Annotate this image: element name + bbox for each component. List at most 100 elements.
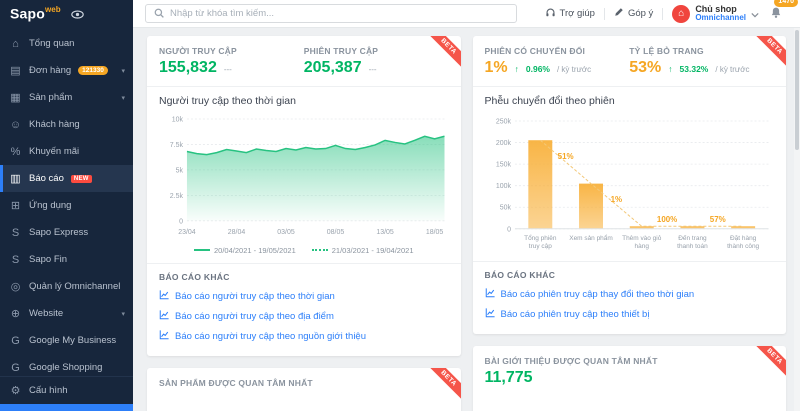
sapo-logo[interactable]: Sapoweb [10, 5, 61, 23]
sidebar-item-khach-hang[interactable]: ☺ Khách hàng [0, 111, 133, 138]
feedback-button[interactable]: Góp ý [614, 7, 653, 20]
funnel-chart-section: Phễu chuyển đổi theo phiên 0 50k 100k 150k 2… [473, 87, 787, 261]
sidebar-item-label: Google My Business [29, 335, 117, 346]
stat-converted-sessions: PHIÊN CÓ CHUYỂN ĐỔI 1% ↑ 0.96% / kỳ trướ… [485, 46, 630, 77]
sidebar-item-bao-cao[interactable]: ▥ Báo cáo NEW [0, 165, 133, 192]
pencil-icon [614, 7, 624, 20]
sidebar-item-label: Sản phẩm [29, 92, 73, 103]
new-badge: NEW [70, 174, 92, 183]
other-reports-section: BÁO CÁO KHÁC Báo cáo người truy cập theo… [147, 262, 461, 356]
report-links: Báo cáo phiên truy cập thay đổi theo thờ… [485, 285, 775, 325]
scrollbar[interactable] [794, 28, 800, 411]
sidebar-item-sapo-fin[interactable]: S Sapo Fin [0, 246, 133, 273]
svg-text:2.5k: 2.5k [170, 193, 184, 200]
notification-badge: 1470 [774, 0, 798, 7]
help-button[interactable]: Trợ giúp [545, 7, 595, 21]
conversion-card: BETA PHIÊN CÓ CHUYỂN ĐỔI 1% ↑ 0.96% / kỳ… [472, 36, 787, 334]
bell-icon [770, 6, 782, 23]
sidebar-item-label: Quản lý Omnichannel [29, 281, 121, 292]
sidebar-item-website[interactable]: ⊕ Website ▾ [0, 300, 133, 327]
svg-text:50k: 50k [499, 205, 511, 212]
svg-text:23/04: 23/04 [178, 229, 196, 236]
sidebar-item-don-hang[interactable]: ▤ Đơn hàng 121330 ▾ [0, 57, 133, 84]
legend-current-period[interactable]: 20/04/2021 - 19/05/2021 [194, 246, 296, 255]
top-products-card: BETA SẢN PHẨM ĐƯỢC QUAN TÂM NHẤT [147, 367, 461, 411]
report-link[interactable]: Báo cáo phiên truy cập thay đổi theo thờ… [485, 285, 775, 305]
apps-icon: ⊞ [10, 200, 21, 212]
chart-line-icon [485, 308, 495, 321]
report-link[interactable]: Báo cáo người truy cập theo địa điểm [159, 307, 449, 327]
sidebar-item-tong-quan[interactable]: ⌂ Tổng quan [0, 30, 133, 57]
sidebar-item-ung-dung[interactable]: ⊞ Ứng dụng [0, 192, 133, 219]
svg-text:150k: 150k [495, 162, 511, 169]
legend-previous-period[interactable]: 21/03/2021 - 19/04/2021 [311, 245, 414, 255]
stat-value: 53% [629, 59, 662, 76]
up-arrow-icon: ↑ [668, 64, 673, 74]
stat-label: PHIÊN TRUY CẬP [303, 46, 379, 56]
svg-text:hàng: hàng [634, 243, 649, 250]
svg-text:100k: 100k [495, 183, 511, 190]
sidebar-item-cau-hinh[interactable]: ⚙ Cấu hình [0, 377, 133, 404]
chevron-down-icon: ▾ [121, 94, 125, 102]
topbar: Trợ giúp Góp ý ⌂ Chủ shop Omnichannel 14… [133, 0, 800, 28]
stat-delta-suffix: / kỳ trước [715, 65, 750, 74]
chart-title: Phễu chuyển đổi theo phiên [484, 95, 615, 107]
svg-text:Thêm vào giỏ: Thêm vào giỏ [622, 234, 662, 242]
sidebar-item-google-shopping[interactable]: G Google Shopping [0, 354, 133, 376]
chart-line-icon [159, 330, 169, 343]
stat-value: 1% [484, 59, 508, 76]
stat-delta-suffix: / kỳ trước [556, 65, 592, 74]
other-reports-title: BÁO CÁO KHÁC [484, 269, 556, 280]
sapo-fin-icon: S [11, 253, 20, 266]
sidebar-item-san-pham[interactable]: ▦ Sản phẩm ▾ [0, 84, 133, 111]
conversion-funnel-chart: 0 50k 100k 150k 200k 250k 51% 1% 100% 57% Tổng phi… [495, 118, 769, 250]
svg-text:51%: 51% [557, 152, 573, 161]
report-link-label: Báo cáo phiên truy cập thay đổi theo thờ… [500, 289, 695, 301]
sidebar-item-quan-ly-omnichannel[interactable]: ◎ Quản lý Omnichannel [0, 273, 133, 300]
sidebar-item-google-my-business[interactable]: G Google My Business [0, 327, 133, 354]
sidebar: Sapoweb ⌂ Tổng quan ▤ Đơn hàng 121330 ▾ ▦ Sản p… [0, 0, 133, 411]
scrollbar-thumb[interactable] [795, 30, 799, 150]
user-meta: Chủ shop Omnichannel [695, 4, 746, 23]
report-link-label: Báo cáo phiên truy cập theo thiết bị [500, 309, 650, 321]
report-link[interactable]: Báo cáo người truy cập theo thời gian [159, 287, 449, 307]
visitors-stats: NGƯỜI TRUY CẬP 155,832 --- PHIÊN TRUY CẬ… [147, 36, 461, 87]
user-menu[interactable]: ⌂ Chủ shop Omnichannel [672, 4, 759, 23]
svg-text:Đến trang: Đến trang [678, 233, 707, 242]
headset-icon [545, 7, 556, 21]
svg-text:1%: 1% [610, 195, 622, 204]
search-box[interactable] [145, 4, 517, 23]
logo-suffix-text: web [45, 4, 61, 14]
chevron-down-icon: ▾ [121, 310, 125, 318]
eye-icon[interactable] [70, 9, 84, 19]
orders-icon: ▤ [10, 65, 21, 77]
top-articles-card: BETA BÀI GIỚI THIỆU ĐƯỢC QUAN TÂM NHẤT 1… [472, 345, 786, 411]
google-shopping-icon: G [11, 361, 20, 374]
report-link[interactable]: Báo cáo người truy cập theo nguồn giới t… [159, 327, 449, 347]
visitors-area-chart: 0 2.5k 5k 7.5k 10k 23/04 28/04 03/05 08/05 13/05 1… [170, 116, 445, 236]
sidebar-item-khuyen-mai[interactable]: % Khuyến mãi [0, 138, 133, 165]
svg-text:13/05: 13/05 [376, 229, 394, 236]
report-links: Báo cáo người truy cập theo thời gian Báo… [159, 287, 449, 347]
avatar: ⌂ [672, 4, 691, 23]
svg-text:Xem sản phẩm: Xem sản phẩm [569, 234, 613, 242]
sidebar-item-sapo-express[interactable]: S Sapo Express [0, 219, 133, 246]
chat-widget-strip[interactable] [0, 404, 133, 411]
chevron-down-icon: ▾ [121, 67, 125, 75]
notifications-button[interactable]: 1470 [768, 0, 798, 24]
up-arrow-icon: ↑ [514, 64, 519, 74]
search-input[interactable] [170, 8, 508, 19]
stat-value: 205,387 [303, 59, 362, 76]
top-articles-value: 11,775 [484, 368, 533, 386]
svg-text:18/05: 18/05 [426, 229, 444, 236]
chart-line-icon [159, 290, 169, 303]
report-link[interactable]: Báo cáo phiên truy cập theo thiết bị [485, 305, 775, 325]
svg-text:Tổng phiên: Tổng phiên [524, 234, 557, 242]
chart-line-icon [159, 310, 169, 323]
svg-text:5k: 5k [176, 167, 184, 174]
home-icon: ⌂ [12, 37, 19, 50]
divider [603, 7, 605, 20]
sidebar-item-label: Ứng dụng [29, 200, 72, 211]
legend-label: 21/03/2021 - 19/04/2021 [331, 245, 414, 255]
legend-solid-line [194, 249, 210, 252]
